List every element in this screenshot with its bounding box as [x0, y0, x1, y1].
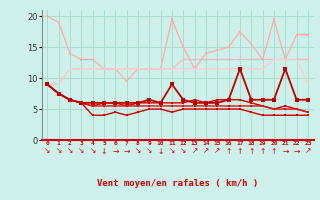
Text: ↗: ↗	[214, 146, 220, 156]
Text: ↑: ↑	[237, 146, 243, 156]
Text: ↘: ↘	[55, 146, 62, 156]
Text: ↘: ↘	[180, 146, 187, 156]
Text: ↘: ↘	[135, 146, 141, 156]
Text: ↘: ↘	[67, 146, 73, 156]
Text: ↗: ↗	[305, 146, 311, 156]
Text: →: →	[112, 146, 118, 156]
Text: ↓: ↓	[157, 146, 164, 156]
Text: ↑: ↑	[271, 146, 277, 156]
Text: →: →	[282, 146, 288, 156]
Text: ↗: ↗	[203, 146, 209, 156]
Text: Vent moyen/en rafales ( km/h ): Vent moyen/en rafales ( km/h )	[97, 179, 258, 188]
Text: ↘: ↘	[146, 146, 152, 156]
Text: ↘: ↘	[169, 146, 175, 156]
Text: ↘: ↘	[89, 146, 96, 156]
Text: ↘: ↘	[78, 146, 84, 156]
Text: →: →	[124, 146, 130, 156]
Text: ↑: ↑	[248, 146, 254, 156]
Text: ↘: ↘	[44, 146, 51, 156]
Text: →: →	[293, 146, 300, 156]
Text: ↑: ↑	[260, 146, 266, 156]
Text: ↑: ↑	[225, 146, 232, 156]
Text: ↓: ↓	[101, 146, 107, 156]
Text: ↗: ↗	[191, 146, 198, 156]
